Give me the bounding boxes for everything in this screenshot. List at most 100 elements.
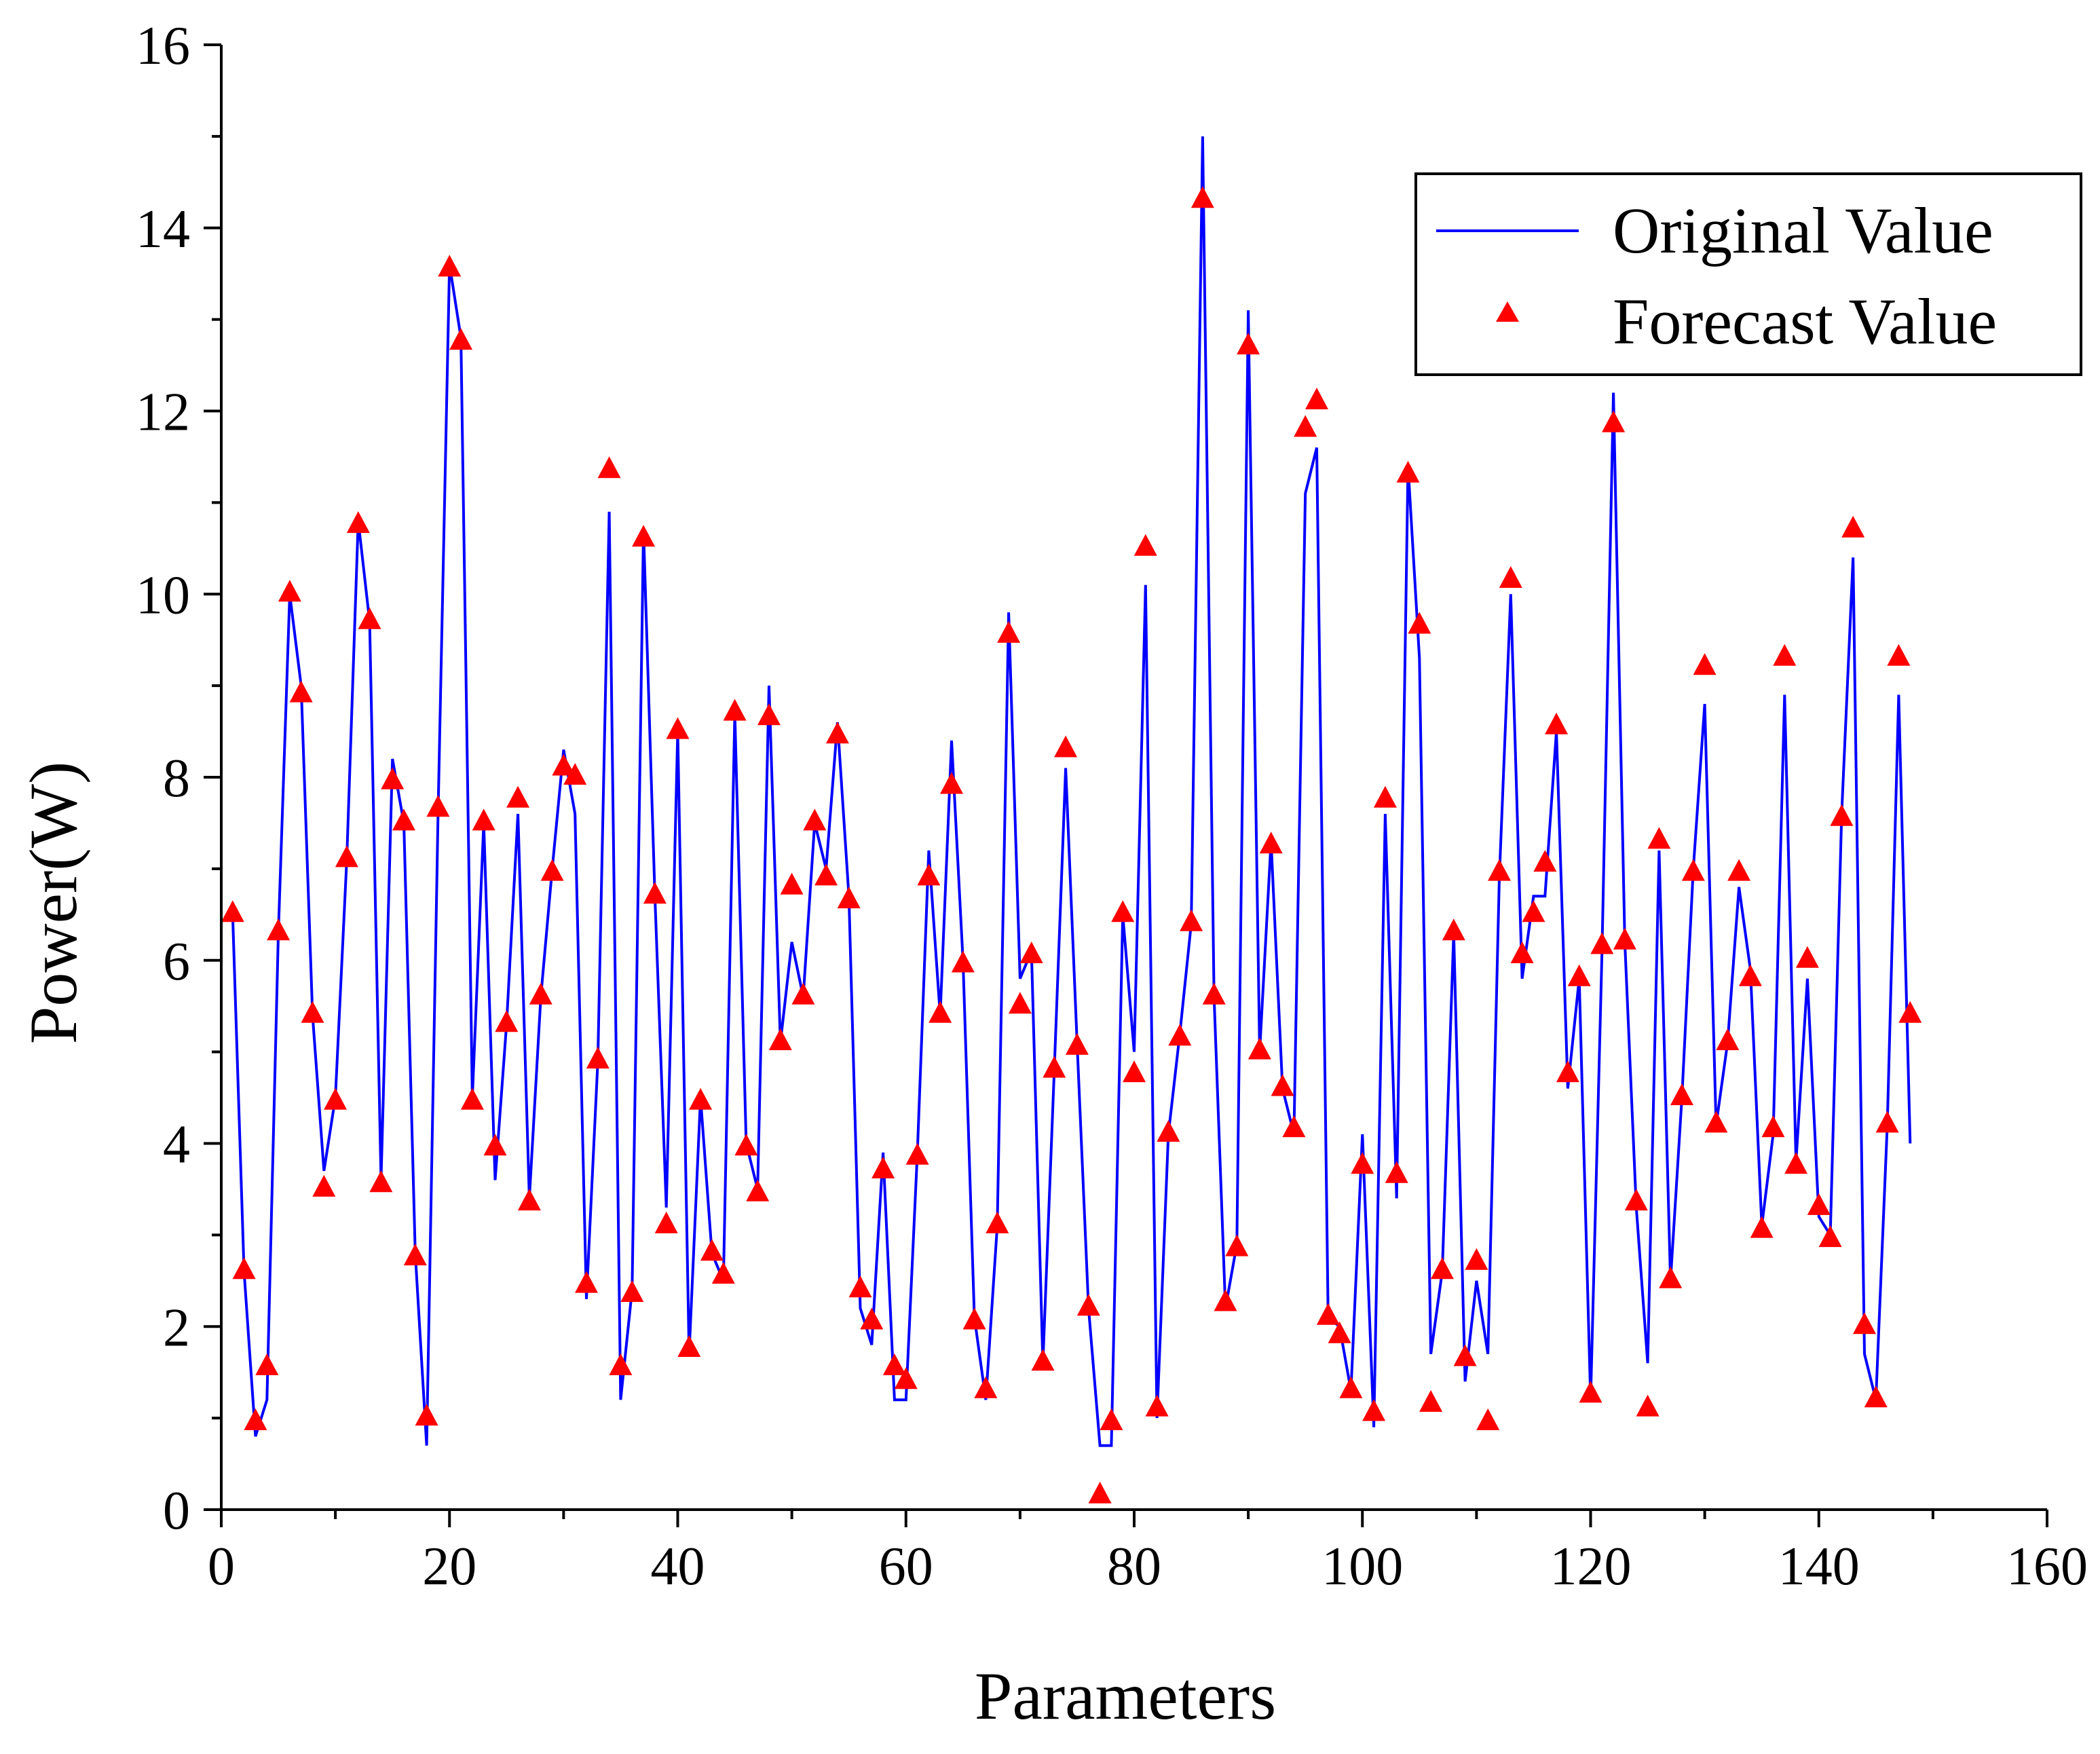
forecast-point bbox=[1841, 515, 1865, 538]
forecast-point bbox=[1351, 1152, 1374, 1174]
forecast-point bbox=[825, 722, 849, 744]
forecast-point bbox=[1887, 643, 1911, 666]
forecast-point bbox=[506, 785, 530, 808]
forecast-point bbox=[700, 1239, 724, 1261]
forecast-point bbox=[1659, 1266, 1683, 1288]
forecast-point bbox=[1430, 1257, 1454, 1280]
forecast-point bbox=[1556, 1060, 1579, 1083]
forecast-point bbox=[1190, 186, 1214, 208]
y-tick-label: 4 bbox=[163, 1115, 190, 1175]
forecast-point bbox=[814, 863, 838, 886]
forecast-point bbox=[495, 1010, 519, 1032]
forecast-point bbox=[1476, 1408, 1500, 1430]
forecast-point bbox=[1328, 1321, 1351, 1343]
forecast-point bbox=[1761, 1115, 1785, 1138]
forecast-point bbox=[1339, 1376, 1363, 1398]
forecast-point bbox=[403, 1244, 427, 1266]
forecast-point bbox=[1704, 1111, 1728, 1133]
forecast-point bbox=[1465, 1248, 1488, 1270]
forecast-point bbox=[929, 1001, 952, 1023]
forecast-point bbox=[677, 1335, 701, 1357]
forecast-point bbox=[609, 1353, 633, 1375]
y-axis-title: Power(W) bbox=[16, 762, 91, 1045]
forecast-point bbox=[1237, 333, 1260, 355]
forecast-point bbox=[1830, 804, 1854, 826]
forecast-point bbox=[1123, 1060, 1146, 1083]
forecast-point bbox=[1647, 827, 1671, 849]
forecast-point bbox=[1533, 850, 1557, 872]
forecast-point bbox=[1214, 1289, 1237, 1311]
forecast-point bbox=[563, 763, 587, 785]
forecast-point bbox=[1499, 566, 1522, 588]
forecast-point bbox=[255, 1353, 279, 1375]
y-tick-label: 8 bbox=[163, 749, 190, 808]
forecast-point bbox=[643, 882, 667, 904]
forecast-point bbox=[746, 1179, 770, 1201]
plot-area bbox=[221, 136, 1922, 1504]
forecast-point bbox=[654, 1211, 678, 1233]
forecast-point bbox=[232, 1257, 256, 1280]
x-tick-label: 80 bbox=[1107, 1537, 1161, 1597]
forecast-point bbox=[1202, 982, 1226, 1005]
forecast-point bbox=[529, 982, 552, 1005]
series-line-original bbox=[231, 136, 1912, 1447]
forecast-point bbox=[1168, 1024, 1192, 1046]
x-tick-label: 120 bbox=[1550, 1537, 1632, 1597]
y-tick-label: 12 bbox=[136, 383, 190, 443]
forecast-point bbox=[289, 680, 313, 703]
forecast-point bbox=[1442, 918, 1465, 941]
forecast-point bbox=[1248, 1037, 1271, 1060]
forecast-point bbox=[1567, 964, 1591, 986]
forecast-point bbox=[1670, 1083, 1693, 1106]
forecast-point bbox=[689, 1087, 713, 1110]
x-tick-label: 140 bbox=[1778, 1537, 1860, 1597]
forecast-point bbox=[358, 607, 381, 629]
forecast-point bbox=[1853, 1312, 1876, 1335]
forecast-point bbox=[1453, 1344, 1477, 1366]
y-tick-label: 10 bbox=[136, 565, 190, 625]
forecast-point bbox=[917, 863, 941, 886]
forecast-point bbox=[1396, 460, 1420, 483]
y-tick-label: 6 bbox=[163, 932, 190, 992]
forecast-point bbox=[837, 887, 861, 909]
legend-label-original: Original Value bbox=[1613, 194, 1993, 267]
forecast-point bbox=[438, 255, 462, 277]
forecast-point bbox=[1818, 1225, 1842, 1248]
forecast-point bbox=[312, 1174, 336, 1197]
forecast-point bbox=[346, 511, 370, 534]
forecast-point bbox=[1031, 1349, 1055, 1371]
forecast-point bbox=[1522, 900, 1545, 922]
forecast-point bbox=[734, 1134, 758, 1156]
legend-marker-forecast bbox=[1496, 301, 1519, 322]
forecast-point bbox=[757, 703, 781, 726]
forecast-point bbox=[540, 859, 564, 881]
forecast-point bbox=[1773, 643, 1797, 666]
forecast-point bbox=[449, 328, 473, 350]
forecast-point bbox=[586, 1047, 610, 1069]
forecast-point bbox=[1157, 1120, 1180, 1142]
forecast-point bbox=[951, 950, 975, 973]
forecast-point bbox=[597, 456, 621, 479]
forecast-point bbox=[1738, 964, 1762, 986]
forecast-point bbox=[1088, 1481, 1112, 1504]
forecast-point bbox=[632, 525, 656, 547]
forecast-point bbox=[369, 1170, 393, 1193]
forecast-point bbox=[483, 1134, 507, 1156]
forecast-point bbox=[1316, 1303, 1340, 1325]
forecast-point bbox=[267, 918, 290, 941]
forecast-point bbox=[1807, 1193, 1831, 1215]
forecast-point bbox=[460, 1087, 484, 1110]
forecast-point bbox=[1784, 1152, 1808, 1174]
forecast-point bbox=[1008, 992, 1032, 1014]
forecast-point bbox=[1373, 785, 1397, 808]
forecast-point bbox=[1305, 388, 1328, 409]
forecast-point bbox=[552, 753, 576, 776]
forecast-point bbox=[1727, 859, 1751, 881]
forecast-point bbox=[1385, 1161, 1408, 1183]
forecast-point bbox=[381, 767, 405, 789]
forecast-point bbox=[1488, 859, 1511, 881]
x-axis-title: Parameters bbox=[975, 1658, 1276, 1734]
forecast-point bbox=[803, 808, 827, 831]
forecast-point bbox=[780, 872, 804, 895]
forecast-point bbox=[1065, 1032, 1089, 1055]
